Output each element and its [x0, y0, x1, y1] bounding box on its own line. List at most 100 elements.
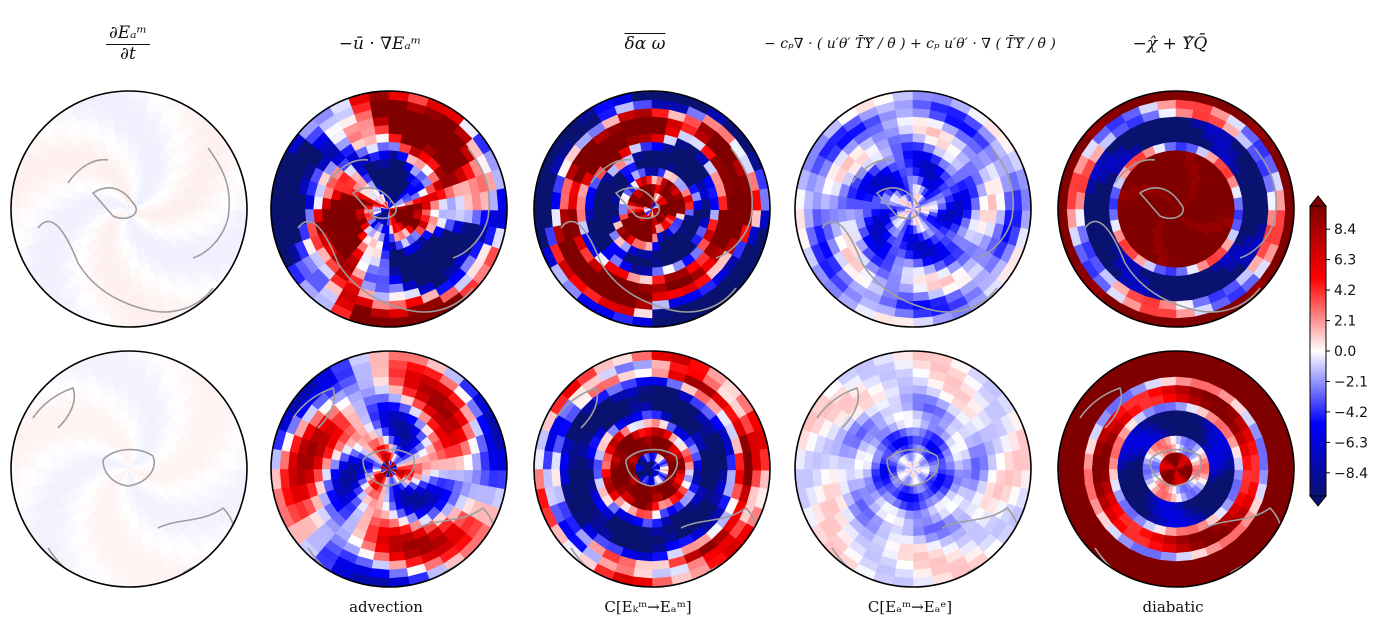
- field-cell: [1058, 207, 1069, 230]
- field-cell: [637, 384, 654, 395]
- field-cell: [128, 510, 139, 520]
- field-cell: [970, 196, 981, 211]
- field-cell: [127, 275, 143, 286]
- field-cell: [455, 195, 466, 211]
- field-cell: [1163, 401, 1178, 412]
- field-cell: [651, 258, 663, 269]
- field-cell: [119, 158, 130, 168]
- field-cell: [78, 468, 88, 479]
- field-cell: [836, 207, 847, 223]
- field-cell: [912, 518, 924, 529]
- field-cell: [116, 401, 131, 412]
- field-cell: [642, 158, 653, 168]
- field-cell: [912, 250, 923, 260]
- field-cell: [127, 283, 144, 294]
- field-cell: [902, 409, 914, 420]
- field-cell: [650, 275, 666, 286]
- field-cell: [534, 467, 545, 490]
- map-svg-r1-c0: [10, 350, 248, 588]
- field-cell: [387, 283, 404, 294]
- title-conversion-term: δα ω: [624, 34, 666, 54]
- coastline-segment: [816, 386, 860, 429]
- map-panel-r1-c3: [792, 348, 1034, 590]
- field-cell: [718, 195, 729, 211]
- field-cell: [534, 207, 545, 230]
- field-cell: [1242, 195, 1253, 211]
- map-svg-r1-c4: [1057, 350, 1295, 588]
- field-cell: [1175, 518, 1187, 529]
- field-cell: [1108, 207, 1119, 222]
- field-cell: [388, 241, 397, 252]
- field-cell: [1208, 461, 1219, 470]
- field-cell: [592, 468, 603, 480]
- field-cell: [1165, 149, 1177, 160]
- field-cell: [601, 208, 611, 219]
- map-svg-r1-c1: [270, 350, 508, 588]
- field-cell: [203, 454, 214, 471]
- field-cell: [892, 91, 915, 102]
- field-cell: [1162, 132, 1178, 143]
- field-cell: [641, 149, 653, 160]
- field-cell: [650, 535, 666, 546]
- field-cell: [639, 141, 654, 152]
- field-cell: [127, 576, 150, 587]
- field-cell: [1217, 199, 1227, 210]
- field-cell: [631, 351, 654, 362]
- field-cell: [1133, 208, 1144, 217]
- map-border: [794, 90, 1032, 328]
- field-cell: [584, 207, 595, 222]
- field-cell: [69, 208, 80, 220]
- field-cells: [534, 91, 770, 327]
- field-cell: [446, 196, 457, 211]
- field-cell: [127, 316, 150, 327]
- field-cell: [987, 194, 998, 211]
- field-cell: [567, 467, 578, 484]
- field-cell: [374, 124, 391, 135]
- field-cell: [954, 459, 964, 470]
- field-cell: [1108, 467, 1119, 482]
- coastline-segment: [625, 448, 678, 487]
- field-cell: [387, 576, 410, 587]
- field-cell: [378, 409, 390, 420]
- field-cell: [446, 456, 457, 471]
- coastline-segment: [851, 158, 893, 184]
- field-cell: [684, 201, 695, 210]
- field-cell: [684, 461, 695, 470]
- map-svg-r1-c2: [533, 350, 771, 588]
- field-cell: [1165, 409, 1177, 420]
- field-cell: [911, 266, 926, 277]
- field-cell: [108, 351, 131, 362]
- field-cell: [1174, 283, 1191, 294]
- field-cell: [912, 241, 921, 252]
- field-cell: [127, 543, 144, 554]
- field-cells: [1058, 91, 1294, 327]
- field-cell: [1174, 543, 1191, 554]
- coastline-segment: [32, 386, 76, 429]
- field-cell: [1161, 124, 1178, 135]
- field-cell: [601, 468, 611, 479]
- field-cell: [170, 199, 180, 210]
- map-border: [10, 90, 248, 328]
- map-panel-r0-c2: [531, 88, 773, 330]
- coastline-segment: [67, 158, 109, 184]
- field-cell: [631, 91, 654, 102]
- field-cell: [638, 392, 654, 403]
- field-cell: [387, 543, 404, 554]
- field-cell: [795, 207, 806, 230]
- map-border: [10, 350, 248, 588]
- field-cell: [1166, 158, 1177, 168]
- field-cell: [203, 194, 214, 211]
- coastline-segment: [715, 147, 754, 259]
- field-cell: [186, 456, 197, 471]
- field-cell: [1175, 250, 1186, 260]
- field-cell: [845, 467, 856, 482]
- map-panel-r1-c4: [1055, 348, 1297, 590]
- field-cell: [375, 132, 391, 143]
- field-cell: [1225, 458, 1236, 470]
- field-cell: [388, 501, 397, 512]
- field-cell: [338, 468, 348, 479]
- field-cell: [1250, 454, 1261, 471]
- field-cell: [1161, 384, 1178, 395]
- field-cell: [312, 207, 323, 223]
- field-cell: [11, 467, 22, 490]
